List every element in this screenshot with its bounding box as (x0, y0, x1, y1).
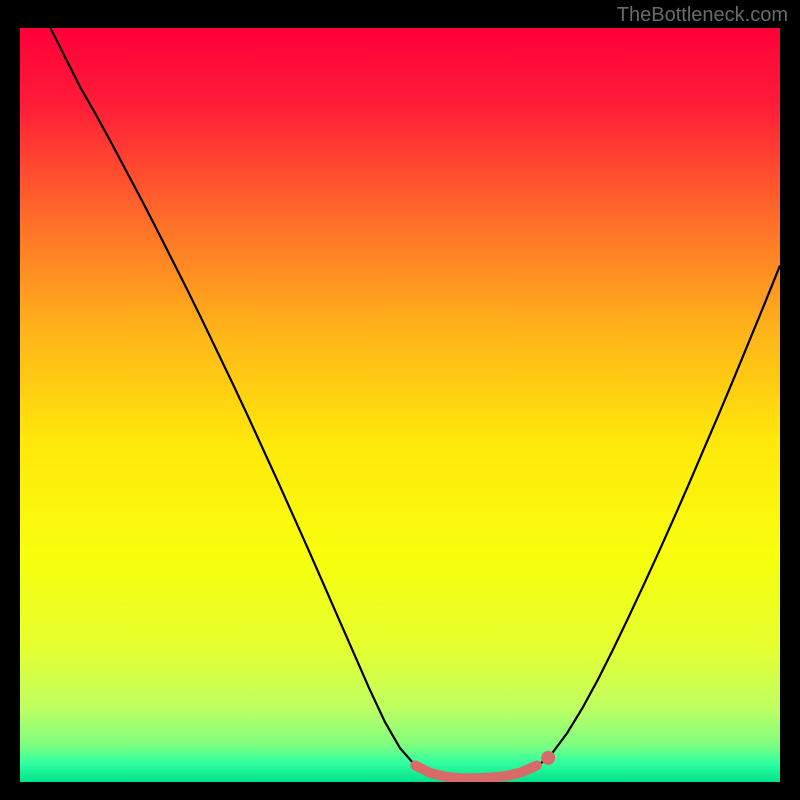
chart-plot-area (20, 28, 780, 782)
highlight-marker (441, 772, 450, 781)
highlight-marker (426, 768, 435, 777)
bottleneck-curve (50, 28, 780, 780)
chart-svg (20, 28, 780, 782)
watermark-text: TheBottleneck.com (617, 4, 788, 27)
highlight-marker (532, 761, 541, 770)
highlight-marker (541, 751, 555, 765)
highlight-marker (411, 761, 420, 770)
highlight-marker (487, 773, 496, 782)
highlight-marker (517, 768, 526, 777)
highlight-marker (502, 771, 511, 780)
